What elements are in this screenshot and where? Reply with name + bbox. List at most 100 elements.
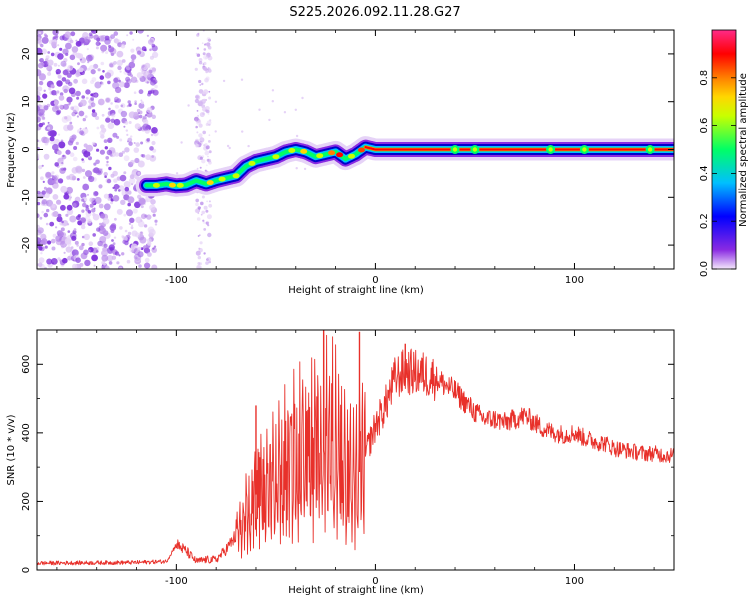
noise-speck	[149, 37, 155, 43]
noise-speck	[105, 98, 110, 103]
noise-speck	[56, 90, 60, 94]
noise-speck	[132, 208, 138, 214]
noise-speck	[206, 52, 211, 57]
noise-speck	[59, 35, 65, 41]
signal-hotspot	[248, 160, 256, 166]
noise-speck	[95, 41, 101, 47]
noise-speck	[106, 160, 109, 164]
noise-speck	[137, 194, 142, 199]
noise-speck	[268, 118, 271, 122]
noise-speck	[140, 154, 144, 157]
noise-speck	[59, 167, 66, 174]
noise-speck	[104, 146, 109, 150]
noise-speck	[49, 221, 55, 227]
noise-speck	[73, 78, 78, 84]
noise-speck	[44, 192, 50, 199]
noise-speck	[138, 264, 142, 268]
noise-speck	[110, 173, 115, 178]
noise-speck	[198, 89, 204, 94]
noise-speck	[147, 137, 150, 140]
noise-speck	[42, 180, 45, 183]
noise-speck	[104, 175, 107, 178]
noise-speck	[123, 171, 127, 175]
noise-speck	[98, 184, 103, 189]
noise-speck	[63, 251, 66, 254]
noise-speck	[91, 254, 98, 262]
noise-speck	[100, 61, 105, 66]
noise-speck	[197, 206, 201, 210]
noise-speck	[90, 97, 94, 101]
noise-speck	[47, 71, 52, 76]
noise-speck	[144, 247, 151, 254]
noise-speck	[202, 63, 205, 66]
noise-speck	[41, 122, 45, 126]
noise-speck	[196, 131, 199, 134]
noise-speck	[86, 54, 93, 62]
noise-speck	[92, 233, 96, 237]
noise-speck	[99, 149, 105, 155]
noise-speck	[76, 244, 79, 247]
noise-speck	[199, 84, 202, 86]
noise-speck	[141, 154, 146, 158]
noise-speck	[123, 155, 130, 162]
noise-speck	[66, 124, 74, 131]
noise-speck	[74, 240, 79, 245]
noise-speck	[120, 43, 126, 49]
noise-speck	[98, 203, 104, 209]
noise-speck	[82, 117, 87, 122]
noise-speck	[113, 236, 117, 239]
spectrogram-ylabel: Frequency (Hz)	[6, 112, 17, 188]
noise-speck	[197, 115, 199, 117]
noise-speck	[78, 245, 84, 251]
signal-hotspot	[176, 182, 184, 188]
noise-speck	[206, 200, 209, 203]
noise-speck	[71, 105, 79, 113]
noise-speck	[198, 61, 203, 65]
snr-ytick-label: 400	[21, 423, 32, 442]
noise-speck	[196, 53, 201, 57]
noise-speck	[110, 102, 113, 105]
noise-speck	[68, 87, 76, 95]
noise-speck	[85, 89, 91, 95]
noise-speck	[196, 143, 200, 147]
noise-speck	[151, 127, 158, 134]
noise-speck	[141, 64, 147, 70]
noise-speck	[44, 154, 49, 160]
noise-speck	[95, 168, 103, 176]
noise-speck	[40, 252, 43, 255]
noise-speck	[93, 63, 99, 69]
noise-speck	[137, 251, 144, 258]
noise-speck	[41, 199, 47, 205]
noise-speck	[95, 46, 99, 50]
noise-speck	[109, 47, 117, 55]
noise-speck	[70, 31, 76, 37]
noise-speck	[76, 178, 80, 181]
noise-speck	[147, 226, 155, 234]
signal-node-core	[472, 147, 478, 152]
noise-speck	[107, 122, 115, 130]
noise-speck	[66, 204, 73, 211]
noise-speck	[120, 103, 126, 109]
noise-speck	[197, 32, 200, 35]
noise-speck	[202, 219, 205, 222]
noise-speck	[56, 216, 63, 223]
noise-speck	[122, 239, 127, 244]
noise-speck	[38, 165, 43, 170]
noise-speck	[99, 75, 105, 80]
noise-speck	[201, 195, 205, 199]
spectrogram-xlabel: Height of straight line (km)	[288, 285, 424, 296]
noise-speck	[65, 149, 71, 155]
noise-speck	[89, 203, 94, 208]
noise-speck	[199, 137, 205, 143]
noise-speck	[130, 226, 134, 230]
signal-hotspot	[288, 148, 296, 153]
noise-speck	[130, 76, 138, 83]
noise-speck	[91, 77, 97, 82]
noise-speck	[112, 242, 116, 246]
noise-speck	[80, 217, 86, 224]
noise-speck	[180, 141, 183, 144]
noise-speck	[103, 203, 111, 211]
noise-speck	[205, 145, 210, 150]
noise-speck	[37, 224, 41, 230]
noise-speck	[105, 156, 109, 160]
